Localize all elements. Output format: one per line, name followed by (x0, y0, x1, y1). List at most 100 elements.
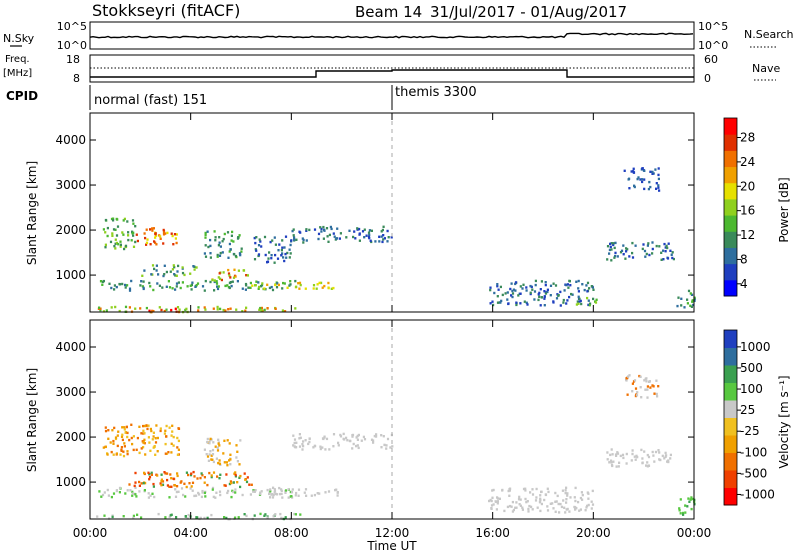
velocity-cell (552, 507, 555, 510)
velocity-cell (107, 494, 110, 497)
velocity-cell (291, 488, 294, 491)
velocity-cell (123, 442, 126, 445)
power-cell (644, 255, 647, 258)
power-cell (577, 290, 580, 293)
power-cell (543, 290, 546, 293)
nsky-panel: N.Sky 10^5 10^0 10^5 10^0 N.Search (3, 20, 794, 52)
power-cell (519, 285, 522, 288)
velocity-cell (614, 453, 618, 456)
velocity-cell (190, 472, 193, 475)
velocity-cell (573, 496, 576, 499)
power-cell (218, 272, 221, 275)
velocity-cell (302, 440, 305, 443)
power-cell (246, 274, 249, 277)
power-cell (526, 303, 529, 306)
velocity-cell (524, 487, 527, 490)
velocity-cell (176, 472, 179, 475)
power-cell (123, 247, 126, 251)
power-cell (257, 244, 261, 247)
velocity-cell (294, 494, 297, 497)
power-cell (651, 247, 654, 251)
power-cell (510, 282, 513, 285)
power-cell (655, 244, 658, 248)
power-cell (586, 290, 589, 293)
velocity-cell (140, 432, 143, 435)
velocity-cell (225, 461, 228, 464)
velocity-cell (224, 484, 227, 487)
time-tick-label: 00:00 (677, 526, 712, 540)
power-cell (606, 258, 609, 261)
velocity-cell (160, 478, 163, 481)
power-cell (595, 298, 598, 301)
velocity-cell (208, 442, 211, 445)
power-cell (145, 243, 148, 246)
power-cell (515, 303, 518, 307)
power-cell (104, 246, 107, 249)
power-cell (288, 256, 291, 259)
velocity-cell (234, 491, 237, 494)
power-cell (648, 180, 651, 184)
power-cell (113, 288, 116, 291)
velocity-colorbar-swatch (724, 365, 737, 383)
power-cell (380, 230, 383, 233)
velocity-cell (206, 455, 210, 458)
velocity-cell (134, 493, 137, 496)
power-cell (244, 282, 248, 286)
power-cell (111, 234, 114, 237)
power-cell (370, 229, 373, 232)
power-cell (221, 251, 224, 254)
power-cell (165, 270, 168, 274)
velocity-cell (250, 483, 253, 486)
velocity-colorbar-tick: -1000 (740, 487, 775, 501)
power-cell (332, 286, 335, 290)
velocity-cell (116, 434, 119, 437)
power-cell (382, 238, 385, 241)
velocity-cell (168, 426, 171, 429)
power-cell (329, 225, 332, 229)
power-cell (228, 242, 231, 246)
velocity-cell (177, 490, 180, 493)
time-tick-label: 20:00 (576, 526, 611, 540)
velocity-cell (159, 427, 162, 430)
power-cell (228, 281, 231, 285)
velocity-cell (524, 489, 527, 492)
power-cell (132, 234, 135, 237)
power-cell (529, 291, 532, 294)
velocity-cell (123, 428, 126, 431)
power-cell (114, 247, 117, 250)
velocity-cell (135, 495, 138, 498)
velocity-cell (492, 488, 495, 492)
velocity-cell (517, 498, 521, 501)
power-cell (143, 232, 146, 235)
power-cell (497, 288, 500, 291)
power-cell (216, 287, 220, 291)
velocity-cell (172, 477, 175, 480)
power-colorbar-swatch (724, 150, 737, 168)
power-cell (106, 234, 109, 238)
power-cell (149, 243, 152, 246)
velocity-colorbar-swatch (724, 330, 737, 348)
power-cell (367, 231, 371, 234)
velocity-cell (684, 511, 687, 514)
power-cell (130, 279, 133, 283)
velocity-cell (111, 429, 114, 432)
power-cell (171, 287, 174, 290)
power-cell (654, 168, 657, 171)
power-cell (538, 291, 541, 295)
power-cell (295, 238, 298, 241)
power-cell (353, 230, 356, 233)
power-cell (213, 230, 216, 233)
power-cell (368, 233, 371, 237)
velocity-cell (625, 378, 628, 381)
power-cell (123, 217, 126, 221)
velocity-cell (263, 514, 266, 517)
velocity-cell (235, 456, 238, 459)
power-cell (253, 258, 257, 261)
velocity-cell (163, 471, 166, 474)
velocity-cell (130, 436, 133, 440)
velocity-cell (183, 482, 186, 485)
power-cell (127, 234, 130, 237)
velocity-cell (187, 513, 190, 517)
velocity-cell (149, 449, 152, 452)
power-cell (236, 280, 239, 283)
